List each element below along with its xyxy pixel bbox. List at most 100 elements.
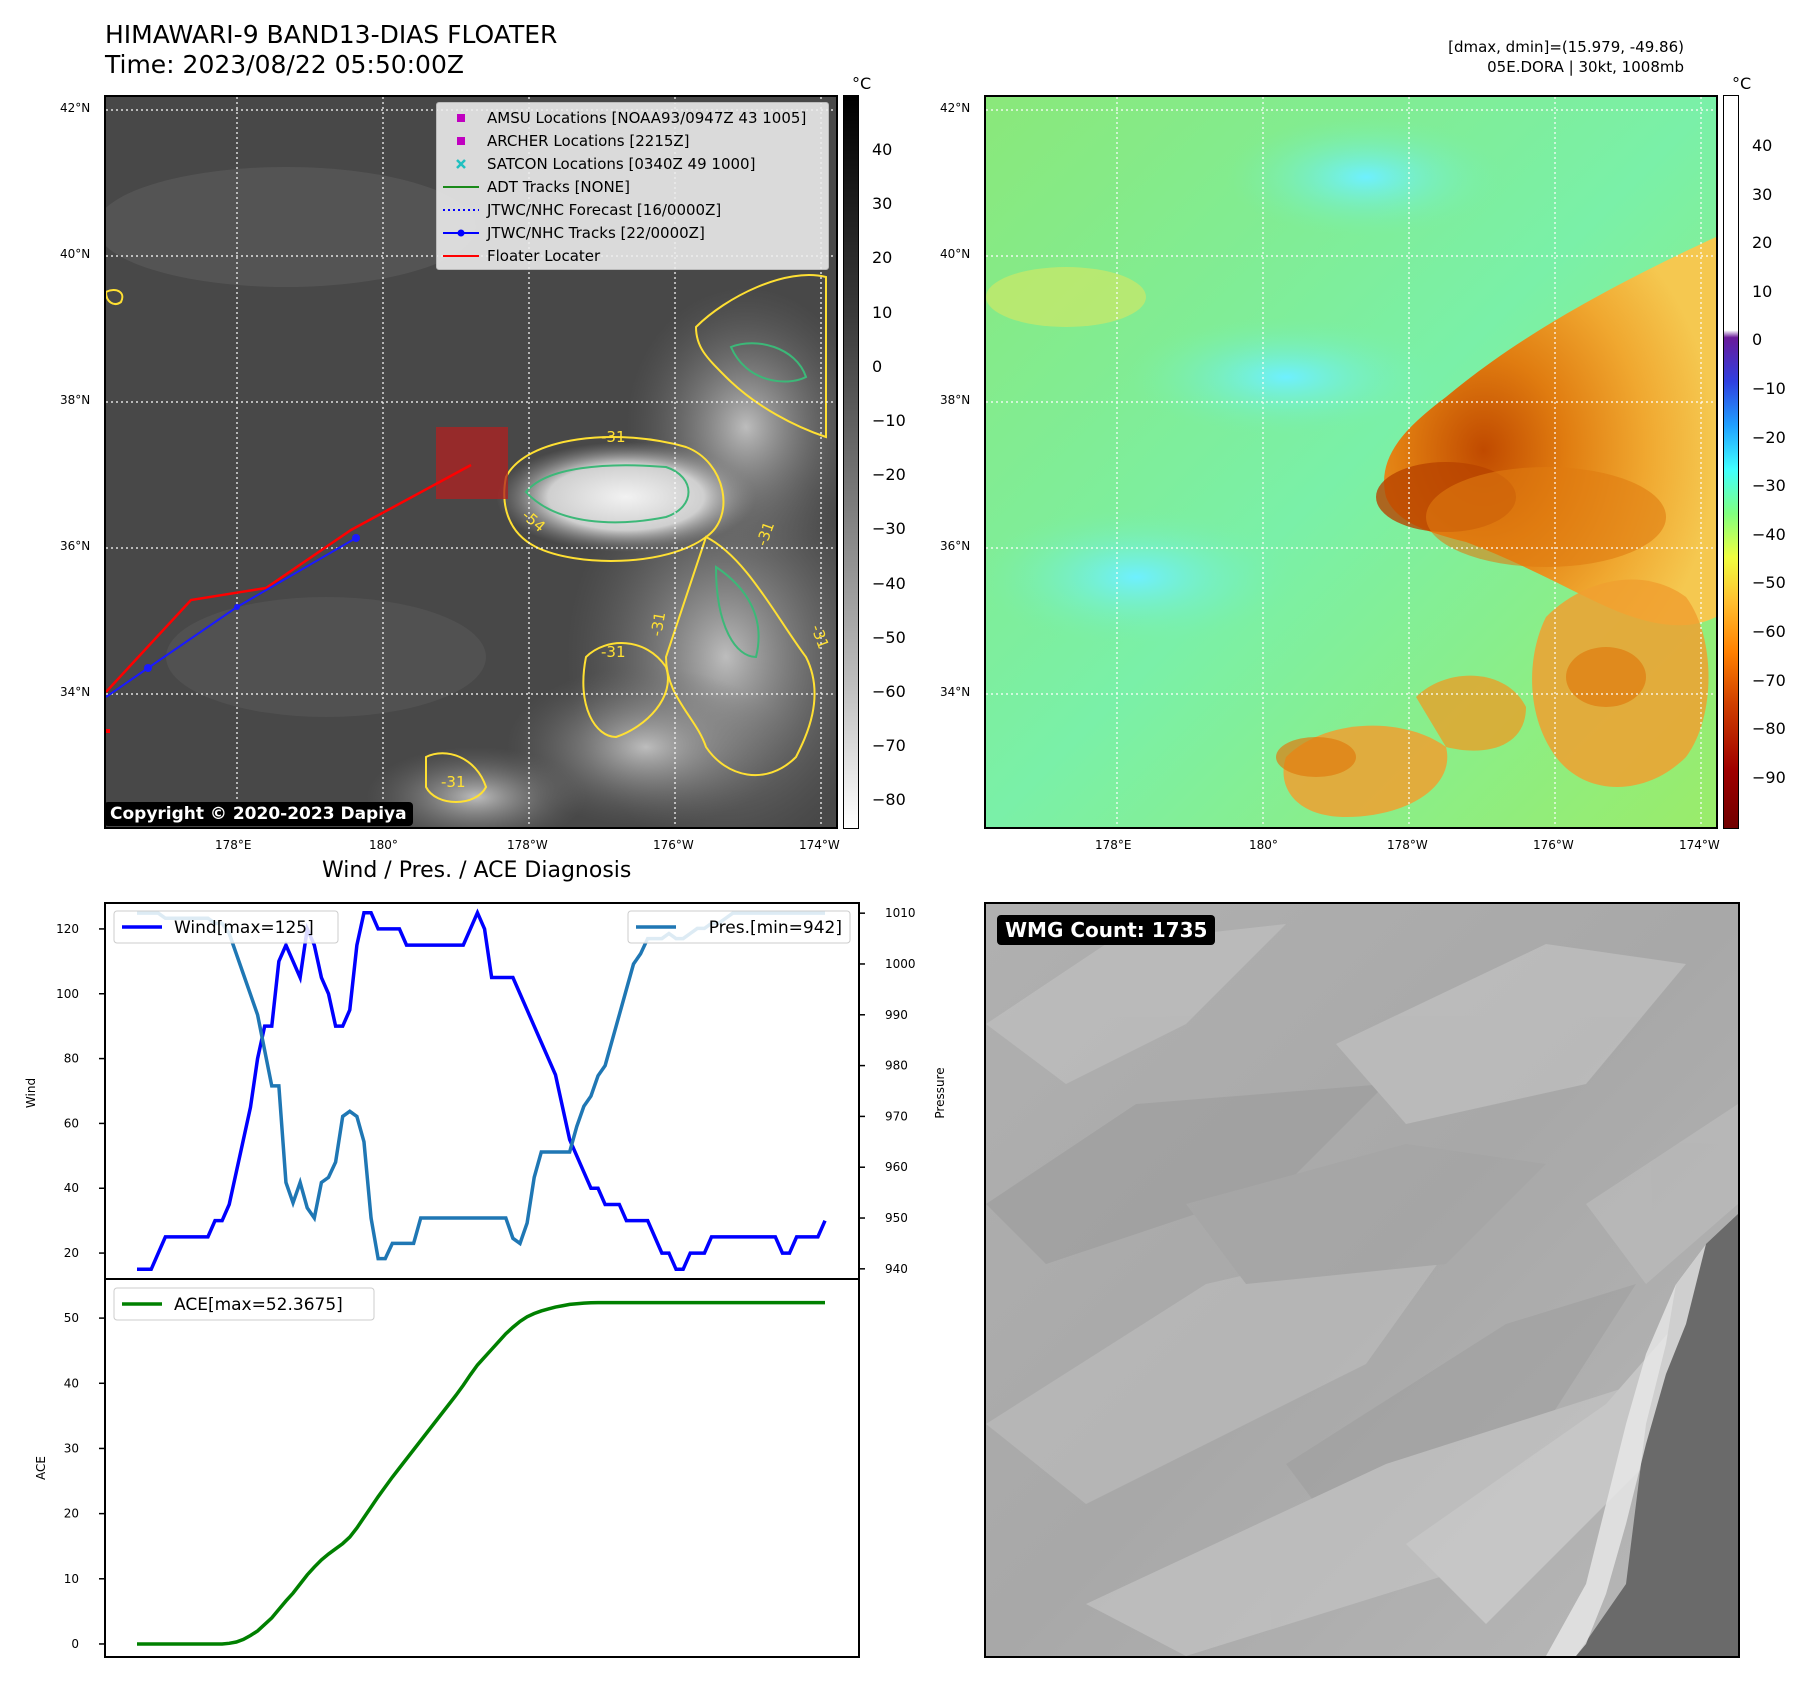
- color-colorbar-tick-label: 10: [1752, 281, 1773, 301]
- gray-colorbar-tick-label: 40: [872, 140, 893, 159]
- gray-colorbar-tick-label: −30: [872, 519, 906, 539]
- storm-text: 05E.DORA | 30kt, 1008mb: [1487, 58, 1684, 76]
- ace-ytick-label: 30: [64, 1441, 79, 1455]
- color-colorbar-tick-label: −10: [1752, 379, 1786, 398]
- pressure-legend-box: [627, 910, 851, 944]
- contour-label: -31: [647, 610, 669, 637]
- color-colorbar-tick-label: −30: [1752, 476, 1786, 496]
- map1-lat-label: 36°N: [60, 539, 91, 553]
- gray-colorbar-tick-label: −10: [872, 411, 906, 430]
- figure-time: Time: 2023/08/22 05:50:00Z: [105, 50, 464, 79]
- pressure-ytick-label: 960: [885, 1160, 908, 1174]
- map-legend: AMSU Locations [NOAA93/0947Z 43 1005] AR…: [436, 102, 829, 270]
- color-colorbar-tick-label: 20: [1752, 233, 1773, 253]
- map1-lon-label: 178°W: [507, 838, 548, 852]
- color-colorbar-tick-label: 40: [1752, 136, 1773, 155]
- ace-ytick-label: 0: [71, 1637, 79, 1651]
- pressure-axis-label: Pressure: [933, 1067, 947, 1118]
- wind-ytick-label: 80: [64, 1052, 79, 1066]
- map2-gridlines: [986, 97, 1716, 827]
- color-colorbar-tick-label: 30: [1752, 184, 1773, 204]
- map2-lat-label: 36°N: [940, 539, 971, 553]
- color-colorbar-tick-label: −20: [1752, 427, 1786, 447]
- color-colorbar-tick-label: −60: [1752, 622, 1786, 641]
- wind-series-line: [137, 908, 827, 1272]
- gray-colorbar-tick-label: −80: [872, 790, 906, 810]
- gray-colorbar-tick-label: −70: [872, 736, 906, 756]
- gray-colorbar-tick-label: 20: [872, 248, 893, 268]
- ace-chart-frame: [104, 1278, 860, 1658]
- color-map-svg: [986, 97, 1716, 827]
- ace-axis-label: ACE: [34, 1456, 48, 1480]
- wmg-svg: [986, 904, 1738, 1656]
- map2-lat-label: 42°N: [940, 101, 971, 115]
- contour-label: -31: [601, 643, 626, 661]
- pressure-ytick-label: 940: [885, 1262, 908, 1276]
- pressure-ytick-label: 1010: [885, 906, 916, 920]
- stats-text: [dmax, dmin]=(15.979, -49.86): [1448, 38, 1684, 56]
- wind-axis-label: Wind: [24, 1078, 38, 1108]
- map1-lon-label: 178°E: [215, 838, 252, 852]
- ace-ytick-label: 10: [64, 1572, 79, 1586]
- pressure-ytick-label: 1000: [885, 957, 916, 971]
- pressure-legend-label: Pres.[min=942]: [709, 918, 842, 938]
- gray-colorbar: [843, 95, 859, 829]
- gray-colorbar-tick-label: 10: [872, 302, 893, 322]
- floater-box: [436, 427, 508, 499]
- color-colorbar-tick-label: 0: [1752, 330, 1763, 350]
- pressure-ytick-label: 990: [885, 1008, 908, 1022]
- wind-ytick-label: 60: [64, 1116, 79, 1130]
- gray-colorbar-unit: °C: [852, 74, 872, 93]
- gray-colorbar-tick-label: 0: [872, 356, 883, 376]
- map1-lat-label: 42°N: [60, 101, 91, 115]
- map1-lat-label: 34°N: [60, 685, 91, 699]
- wind-legend-box: [113, 910, 339, 944]
- color-colorbar-tick-label: −50: [1752, 573, 1786, 593]
- gray-colorbar-tick-label: −50: [872, 627, 906, 647]
- color-colorbar-tick-label: −80: [1752, 719, 1786, 739]
- wind-ytick-label: 20: [64, 1246, 79, 1260]
- map1-lon-label: 176°W: [653, 838, 694, 852]
- contour-label: -31: [441, 773, 466, 791]
- gray-colorbar-tick-label: 30: [872, 194, 893, 214]
- map2-lon-label: 178°E: [1095, 838, 1132, 852]
- map2-lon-label: 178°W: [1387, 838, 1428, 852]
- map1-lon-label: 174°W: [799, 838, 840, 852]
- floater-track: [106, 463, 472, 693]
- gray-colorbar-tick-label: −20: [872, 465, 906, 485]
- jtwc-track: [106, 537, 357, 698]
- pressure-ytick-label: 950: [885, 1211, 908, 1225]
- map2-lon-label: 180°: [1249, 838, 1278, 852]
- wind-chart-frame: [104, 902, 860, 1280]
- ace-legend-label: ACE[max=52.3675]: [174, 1295, 343, 1315]
- ace-ytick-label: 20: [64, 1507, 79, 1521]
- wind-ytick-label: 120: [56, 922, 79, 936]
- map2-lat-label: 38°N: [940, 393, 971, 407]
- map2-lat-label: 34°N: [940, 685, 971, 699]
- color-colorbar-tick-label: −90: [1752, 767, 1786, 787]
- map1-lat-label: 38°N: [60, 393, 91, 407]
- color-colorbar-tick-label: −70: [1752, 670, 1786, 690]
- map2-lon-label: 176°W: [1533, 838, 1574, 852]
- gray-colorbar-tick-label: −60: [872, 682, 906, 701]
- wind-ytick-label: 100: [56, 987, 79, 1001]
- figure-title: HIMAWARI-9 BAND13-DIAS FLOATER: [105, 20, 558, 49]
- map2-lat-label: 40°N: [940, 247, 971, 261]
- map1-lon-label: 180°: [369, 838, 398, 852]
- ace-ytick-label: 50: [64, 1311, 79, 1325]
- color-colorbar-tick-label: −40: [1752, 524, 1786, 544]
- pressure-ytick-label: 980: [885, 1059, 908, 1073]
- diag-title: Wind / Pres. / ACE Diagnosis: [322, 858, 632, 883]
- color-colorbar: [1723, 95, 1739, 829]
- ace-series-line: [137, 1300, 825, 1646]
- pressure-series-line: [137, 911, 825, 1261]
- contour-label: -31: [601, 428, 626, 446]
- map1-lat-label: 40°N: [60, 247, 91, 261]
- gray-colorbar-tick-label: −40: [872, 573, 906, 593]
- map2-lon-label: 174°W: [1679, 838, 1720, 852]
- ace-ytick-label: 40: [64, 1376, 79, 1390]
- color-map-panel: [984, 95, 1718, 829]
- wind-legend-label: Wind[max=125]: [174, 918, 314, 938]
- wmg-count-badge: WMG Count: 1735: [997, 915, 1216, 945]
- wind-ytick-label: 40: [64, 1181, 79, 1195]
